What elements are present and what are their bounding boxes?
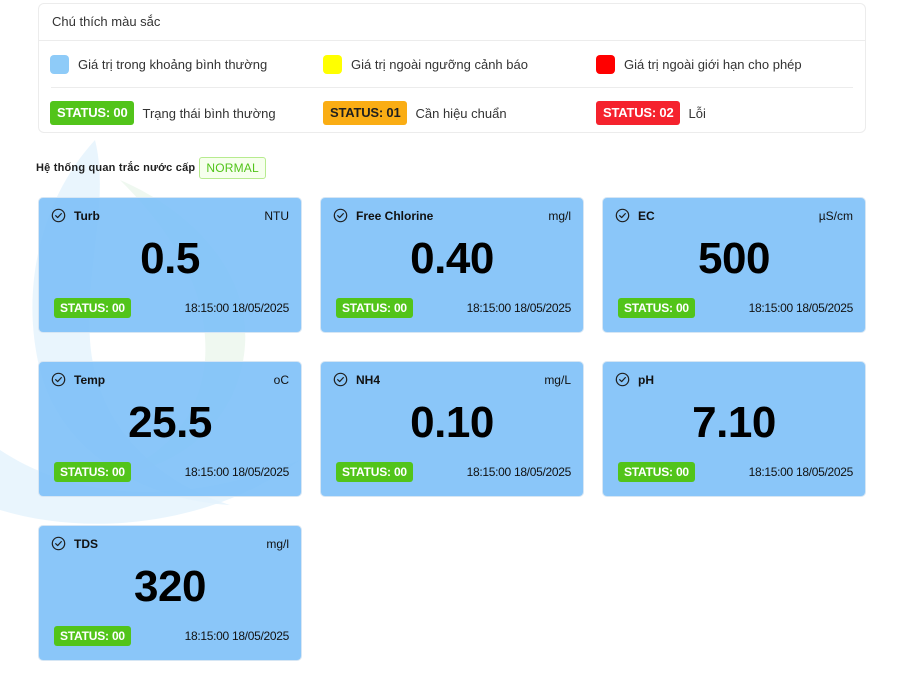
yellow-swatch xyxy=(323,54,342,74)
sensor-card[interactable]: EC µS/cm 500 STATUS: 00 18:15:00 18/05/2025 xyxy=(602,197,866,333)
status-badge: STATUS: 00 xyxy=(54,462,131,482)
color-legend-panel: Chú thích màu sắc Giá trị trong khoảng b… xyxy=(38,3,866,133)
sensor-card[interactable]: NH4 mg/L 0.10 STATUS: 00 18:15:00 18/05/2025 xyxy=(320,361,584,497)
card-unit: mg/L xyxy=(544,373,571,387)
legend-title: Chú thích màu sắc xyxy=(39,4,865,41)
sensor-card[interactable]: Free Chlorine mg/l 0.40 STATUS: 00 18:15:00 … xyxy=(320,197,584,333)
card-status: STATUS: 00 xyxy=(54,462,139,482)
red-swatch xyxy=(596,54,615,74)
card-header: TDS xyxy=(51,536,98,551)
legend-status-error: STATUS: 02 Lỗi xyxy=(596,101,706,125)
card-status: STATUS: 00 xyxy=(618,298,703,318)
card-header: Turb xyxy=(51,208,100,223)
card-parameter-name: Temp xyxy=(74,372,106,387)
card-value: 500 xyxy=(698,234,770,283)
legend-divider xyxy=(51,87,853,88)
card-parameter-name: EC xyxy=(638,208,655,223)
card-unit: mg/l xyxy=(266,537,289,551)
card-timestamp: 18:15:00 18/05/2025 xyxy=(466,301,572,315)
status-badge: STATUS: 00 xyxy=(50,101,135,125)
card-timestamp: 18:15:00 18/05/2025 xyxy=(748,465,854,479)
check-circle-icon xyxy=(333,208,348,223)
card-header: Free Chlorine xyxy=(333,208,433,223)
legend-color-label: Giá trị trong khoảng bình thường xyxy=(78,56,268,72)
card-value: 25.5 xyxy=(128,398,212,447)
check-circle-icon xyxy=(51,536,66,551)
status-badge: STATUS: 02 xyxy=(596,101,681,125)
card-status: STATUS: 00 xyxy=(54,626,139,646)
card-status: STATUS: 00 xyxy=(336,298,421,318)
sensor-card[interactable]: pH 7.10 STATUS: 00 18:15:00 18/05/2025 xyxy=(602,361,866,497)
card-parameter-name: TDS xyxy=(74,536,98,551)
card-unit: mg/l xyxy=(548,209,571,223)
status-badge: STATUS: 00 xyxy=(618,298,695,318)
legend-status-normal: STATUS: 00 Trạng thái bình thường xyxy=(50,101,276,125)
card-unit: NTU xyxy=(264,209,289,223)
card-value: 0.10 xyxy=(410,398,494,447)
check-circle-icon xyxy=(615,372,630,387)
card-parameter-name: pH xyxy=(638,372,654,387)
legend-status-calibrate: STATUS: 01 Cần hiệu chuẩn xyxy=(323,101,507,125)
card-header: EC xyxy=(615,208,655,223)
blue-swatch xyxy=(50,54,69,74)
status-badge: STATUS: 00 xyxy=(336,298,413,318)
card-timestamp: 18:15:00 18/05/2025 xyxy=(184,629,290,643)
card-status: STATUS: 00 xyxy=(336,462,421,482)
card-header: NH4 xyxy=(333,372,380,387)
legend-status-label: Trạng thái bình thường xyxy=(142,105,276,121)
card-value: 320 xyxy=(134,562,206,611)
card-timestamp: 18:15:00 18/05/2025 xyxy=(466,465,572,479)
check-circle-icon xyxy=(333,372,348,387)
status-badge: STATUS: 01 xyxy=(323,101,408,125)
card-value: 0.40 xyxy=(410,234,494,283)
card-header: pH xyxy=(615,372,654,387)
check-circle-icon xyxy=(51,372,66,387)
check-circle-icon xyxy=(615,208,630,223)
card-status: STATUS: 00 xyxy=(54,298,139,318)
card-unit: µS/cm xyxy=(818,209,853,223)
sensor-card[interactable]: Temp oC 25.5 STATUS: 00 18:15:00 18/05/2025 xyxy=(38,361,302,497)
card-timestamp: 18:15:00 18/05/2025 xyxy=(748,301,854,315)
check-circle-icon xyxy=(51,208,66,223)
status-badge: STATUS: 00 xyxy=(336,462,413,482)
card-timestamp: 18:15:00 18/05/2025 xyxy=(184,301,290,315)
card-parameter-name: Turb xyxy=(74,208,100,223)
card-parameter-name: Free Chlorine xyxy=(356,208,434,223)
card-timestamp: 18:15:00 18/05/2025 xyxy=(184,465,290,479)
legend-status-label: Lỗi xyxy=(688,105,706,121)
system-title: Hệ thống quan trắc nước cấp xyxy=(36,162,196,174)
status-badge: STATUS: 00 xyxy=(54,298,131,318)
legend-color-limit: Giá trị ngoài giới hạn cho phép xyxy=(596,54,802,74)
card-header: Temp xyxy=(51,372,105,387)
card-status: STATUS: 00 xyxy=(618,462,703,482)
legend-color-label: Giá trị ngoài ngưỡng cảnh báo xyxy=(351,56,528,72)
card-value: 0.5 xyxy=(140,234,200,283)
legend-color-warning: Giá trị ngoài ngưỡng cảnh báo xyxy=(323,54,528,74)
legend-color-normal: Giá trị trong khoảng bình thường xyxy=(50,54,268,74)
card-value: 7.10 xyxy=(692,398,776,447)
sensor-card[interactable]: TDS mg/l 320 STATUS: 00 18:15:00 18/05/2025 xyxy=(38,525,302,661)
sensor-card[interactable]: Turb NTU 0.5 STATUS: 00 18:15:00 18/05/2025 xyxy=(38,197,302,333)
legend-status-label: Cần hiệu chuẩn xyxy=(415,105,507,121)
status-badge: STATUS: 00 xyxy=(54,626,131,646)
card-parameter-name: NH4 xyxy=(356,372,381,387)
card-unit: oC xyxy=(273,373,289,387)
legend-color-label: Giá trị ngoài giới hạn cho phép xyxy=(624,56,802,72)
system-state-badge: NORMAL xyxy=(199,157,266,179)
system-header: Hệ thống quan trắc nước cấp NORMAL xyxy=(36,157,266,179)
status-badge: STATUS: 00 xyxy=(618,462,695,482)
